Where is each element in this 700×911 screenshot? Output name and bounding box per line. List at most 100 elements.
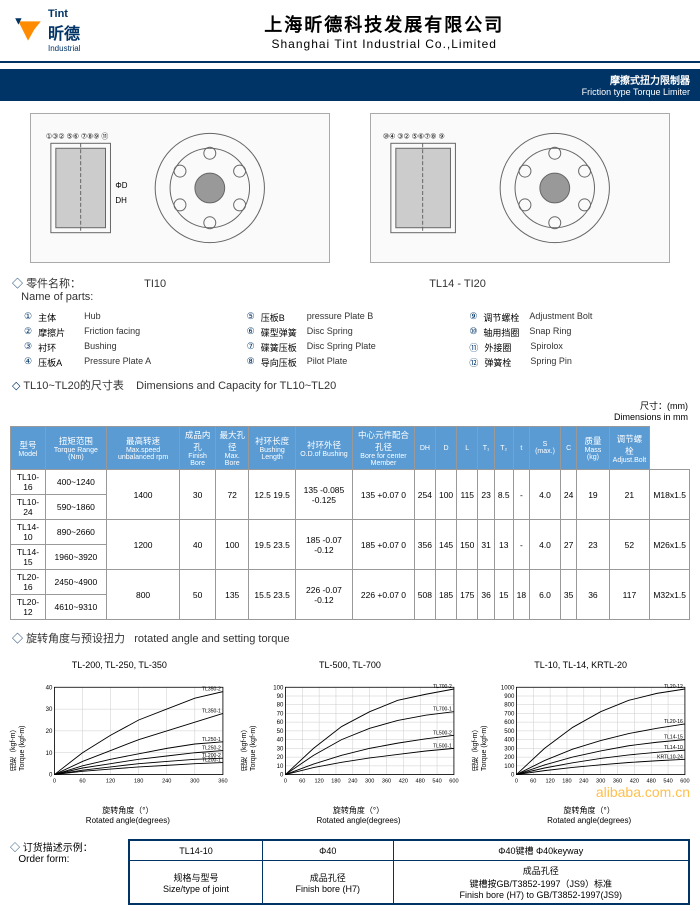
logo-en: Industrial	[48, 44, 80, 53]
diagram-right: ⑩④ ③② ⑤⑥⑦⑧ ⑨	[370, 113, 670, 263]
parts-list: ①主体Hub ⑤压板Bpressure Plate B ⑨调节螺栓Adjustmen…	[0, 309, 700, 371]
svg-text:30: 30	[277, 745, 284, 752]
svg-text:TL14-10: TL14-10	[664, 745, 683, 751]
svg-text:TL14-15: TL14-15	[664, 735, 683, 741]
svg-text:200: 200	[504, 754, 515, 761]
svg-text:240: 240	[162, 779, 171, 785]
logo-icon	[12, 15, 44, 47]
svg-text:0: 0	[49, 772, 53, 779]
svg-text:540: 540	[432, 779, 441, 785]
svg-text:900: 900	[504, 693, 515, 700]
svg-text:700: 700	[504, 710, 515, 717]
svg-text:KRTL10-24: KRTL10-24	[657, 754, 683, 760]
svg-text:TL20-16: TL20-16	[664, 719, 683, 725]
part-item: ⑤压板Bpressure Plate B	[247, 311, 454, 324]
svg-text:60: 60	[299, 779, 305, 785]
svg-text:480: 480	[416, 779, 425, 785]
svg-text:180: 180	[134, 779, 143, 785]
svg-text:10: 10	[277, 763, 284, 770]
dim-title: ◇ TL10~TL20的尺寸表 Dimensions and Capacity …	[0, 371, 700, 399]
svg-text:300: 300	[365, 779, 374, 785]
svg-text:500: 500	[504, 728, 515, 735]
svg-text:240: 240	[579, 779, 588, 785]
svg-text:60: 60	[530, 779, 536, 785]
svg-text:20: 20	[46, 728, 53, 735]
svg-text:70: 70	[277, 710, 284, 717]
svg-text:TL20-12: TL20-12	[664, 684, 683, 690]
order-form: ◇ 订货描述示例： Order form: TL14-10Φ40Φ40键槽 Φ4…	[0, 833, 700, 911]
torque-chart: TL-10, TL-14, KRTL-20扭矩（kgf-m）Torque (kg…	[471, 660, 691, 825]
svg-text:300: 300	[504, 745, 515, 752]
svg-text:100: 100	[504, 763, 515, 770]
svg-text:TL700-1: TL700-1	[433, 707, 452, 713]
svg-text:①③② ⑤⑥ ⑦⑧⑨ ⑪: ①③② ⑤⑥ ⑦⑧⑨ ⑪	[46, 132, 109, 140]
svg-text:120: 120	[106, 779, 115, 785]
svg-text:10: 10	[46, 750, 53, 757]
svg-text:TL500-1: TL500-1	[433, 743, 452, 749]
svg-text:40: 40	[277, 737, 284, 744]
torque-chart: TL-500, TL-700扭矩（kgf-m）Torque (kgf-m)010…	[240, 660, 460, 825]
part-item: ③衬环Bushing	[24, 341, 231, 354]
svg-text:TL200-1: TL200-1	[202, 758, 221, 764]
svg-text:0: 0	[53, 779, 56, 785]
parts-title: ◇ 零件名称： TI10 TL14 - TI20 Name of parts:	[0, 269, 700, 309]
svg-text:800: 800	[504, 702, 515, 709]
part-item: ②摩擦片Friction facing	[24, 326, 231, 339]
company-name: 上海昕德科技发展有限公司 Shanghai Tint Industrial Co…	[80, 11, 688, 51]
svg-text:90: 90	[277, 693, 284, 700]
svg-text:420: 420	[399, 779, 408, 785]
company-en: Shanghai Tint Industrial Co.,Limited	[80, 37, 688, 51]
part-item: ⑫弹簧栓Spring Pin	[469, 356, 676, 369]
company-cn: 上海昕德科技发展有限公司	[80, 11, 688, 37]
part-item: ①主体Hub	[24, 311, 231, 324]
svg-text:DH: DH	[115, 196, 127, 205]
watermark: alibaba.com.cn	[596, 784, 690, 800]
product-bar: 摩擦式扭力限制器 Friction type Torque Limiter	[0, 69, 700, 101]
svg-text:TL250-1: TL250-1	[202, 737, 221, 743]
diagram-left: ①③② ⑤⑥ ⑦⑧⑨ ⑪ ΦD DH	[30, 113, 330, 263]
part-item: ⑨调节螺栓Adjustment Bolt	[469, 311, 676, 324]
svg-text:120: 120	[314, 779, 323, 785]
svg-text:400: 400	[504, 737, 515, 744]
part-item: ⑦碟簧压板Disc Spring Plate	[247, 341, 454, 354]
svg-text:20: 20	[277, 754, 284, 761]
torque-chart: TL-200, TL-250, TL-350扭矩（kgf-m）Torque (k…	[9, 660, 229, 825]
part-item: ⑥碟型弹簧Disc Spring	[247, 326, 454, 339]
svg-text:180: 180	[331, 779, 340, 785]
logo: Tint 昕德 Industrial	[12, 8, 80, 53]
svg-text:80: 80	[277, 702, 284, 709]
part-item: ⑧导向压板Pilot Plate	[247, 356, 454, 369]
svg-text:60: 60	[277, 719, 284, 726]
charts-row: TL-200, TL-250, TL-350扭矩（kgf-m）Torque (k…	[0, 652, 700, 833]
svg-text:TL700-2: TL700-2	[433, 684, 452, 690]
svg-text:0: 0	[511, 772, 515, 779]
logo-cn: 昕德	[48, 20, 80, 44]
svg-text:TL350-1: TL350-1	[202, 708, 221, 714]
logo-brand: Tint	[48, 8, 80, 20]
svg-text:0: 0	[515, 779, 518, 785]
svg-text:360: 360	[219, 779, 228, 785]
part-item: ④压板APressure Plate A	[24, 356, 231, 369]
svg-text:120: 120	[545, 779, 554, 785]
svg-text:300: 300	[191, 779, 200, 785]
part-item: ⑩轴用挡圈Snap Ring	[469, 326, 676, 339]
svg-text:600: 600	[449, 779, 458, 785]
svg-text:ΦD: ΦD	[115, 181, 127, 190]
svg-text:360: 360	[382, 779, 391, 785]
dim-unit: 尺寸：(mm)Dimensions in mm	[0, 399, 700, 422]
svg-text:TL250-2: TL250-2	[202, 746, 221, 752]
svg-text:30: 30	[46, 706, 53, 713]
svg-text:240: 240	[348, 779, 357, 785]
page-header: Tint 昕德 Industrial 上海昕德科技发展有限公司 Shanghai…	[0, 0, 700, 63]
svg-text:TL500-2: TL500-2	[433, 730, 452, 736]
svg-text:180: 180	[562, 779, 571, 785]
svg-text:600: 600	[504, 719, 515, 726]
part-item: ⑪外接圈Spirolox	[469, 341, 676, 354]
svg-text:40: 40	[46, 684, 53, 691]
svg-text:100: 100	[273, 684, 284, 691]
svg-text:1000: 1000	[500, 684, 514, 691]
svg-text:0: 0	[280, 772, 284, 779]
svg-text:50: 50	[277, 728, 284, 735]
dimensions-table: 型号Model扭矩范围Torque Range (Nm)最高转速Max.spee…	[0, 422, 700, 624]
diagrams-row: ①③② ⑤⑥ ⑦⑧⑨ ⑪ ΦD DH ⑩④ ③② ⑤⑥⑦⑧ ⑨	[0, 107, 700, 269]
